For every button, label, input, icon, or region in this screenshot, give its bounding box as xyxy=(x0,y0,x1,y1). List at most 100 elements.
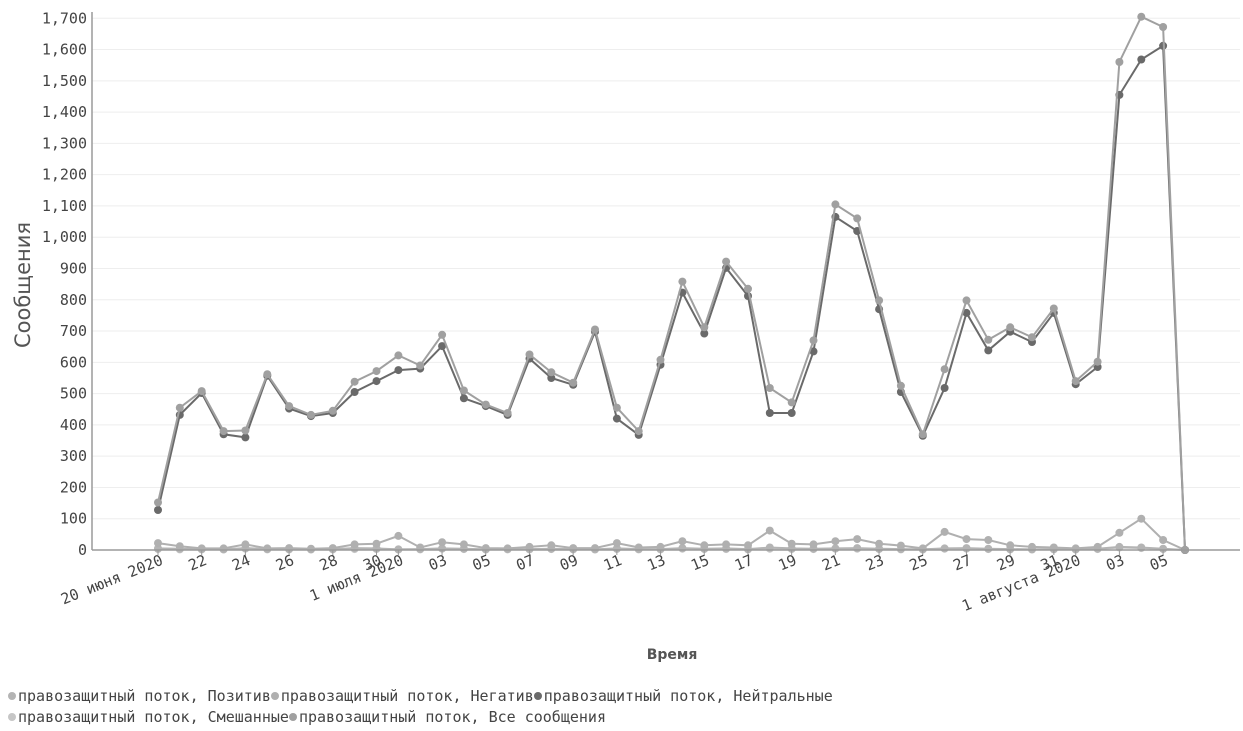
data-point xyxy=(678,537,687,546)
data-point xyxy=(984,544,993,553)
data-point xyxy=(940,527,949,536)
data-point xyxy=(547,541,556,550)
data-point xyxy=(241,426,250,435)
data-point xyxy=(525,542,534,551)
y-tick-label: 200 xyxy=(60,478,87,496)
data-point xyxy=(700,329,709,338)
legend-marker xyxy=(533,692,542,700)
data-point xyxy=(175,542,184,551)
data-point xyxy=(875,296,884,305)
x-tick-label: 05 xyxy=(1147,551,1170,574)
legend-item[interactable]: правозащитный поток, Позитив xyxy=(8,687,271,705)
y-tick-label: 0 xyxy=(78,541,87,559)
data-point xyxy=(612,539,621,548)
legend-marker xyxy=(288,713,297,721)
x-tick-label: 03 xyxy=(426,551,449,574)
data-point xyxy=(809,336,818,345)
data-point xyxy=(481,400,490,409)
data-point xyxy=(744,284,752,293)
data-point xyxy=(1115,542,1124,551)
data-point xyxy=(503,544,512,553)
data-point xyxy=(241,540,250,549)
x-tick-label: 30 xyxy=(361,551,384,574)
y-tick-label: 1,100 xyxy=(42,197,87,215)
data-point xyxy=(765,526,774,535)
legend-item[interactable]: правозащитный поток, Смешанные xyxy=(8,708,289,726)
data-point xyxy=(962,296,971,305)
data-point xyxy=(1093,542,1102,551)
legend-item[interactable]: правозащитный поток, Все сообщения xyxy=(288,708,606,726)
data-point xyxy=(875,539,884,548)
data-point xyxy=(328,406,337,415)
data-point xyxy=(1115,528,1124,537)
data-point xyxy=(394,351,403,360)
y-tick-label: 1,500 xyxy=(42,72,87,90)
data-point xyxy=(241,433,250,442)
data-point xyxy=(154,498,162,507)
x-tick-labels: 20 июня 2020 22 24 26 28 301 июля 2020 03 05 07 0… xyxy=(58,550,1171,615)
x-tick-label: 15 xyxy=(688,551,711,574)
data-point xyxy=(1093,357,1102,366)
data-point xyxy=(263,370,272,379)
data-point xyxy=(700,323,709,332)
y-tick-label: 1,300 xyxy=(42,134,87,152)
series-line xyxy=(157,44,1186,551)
series-line xyxy=(157,15,1186,551)
data-point xyxy=(787,539,796,548)
x-axis-title: Время xyxy=(647,647,698,663)
data-point xyxy=(459,386,468,395)
data-point xyxy=(591,544,599,553)
data-point xyxy=(896,381,905,390)
x-tick-label: 17 xyxy=(732,551,755,574)
data-point xyxy=(831,200,840,209)
x-tick-label: 09 xyxy=(557,551,580,574)
data-point xyxy=(765,384,774,392)
data-point xyxy=(1028,333,1036,342)
data-point xyxy=(984,346,993,355)
data-point xyxy=(503,409,512,417)
y-tick-label: 1,700 xyxy=(42,9,87,27)
data-point xyxy=(219,427,228,436)
data-point xyxy=(416,361,425,370)
data-point xyxy=(175,403,184,412)
y-tick-labels: 0 100 200 300 400 500 600 700 800 900 1,000 1,100 1,… xyxy=(42,9,87,559)
data-point xyxy=(350,377,359,386)
data-point xyxy=(307,544,315,553)
x-tick-label: 23 xyxy=(863,551,886,574)
data-point xyxy=(940,365,949,374)
series-3 xyxy=(154,41,1189,554)
x-tick-label: 19 xyxy=(776,551,799,574)
data-point xyxy=(853,214,862,223)
x-tick-label: 21 xyxy=(819,551,842,574)
series-layer xyxy=(154,12,1189,554)
legend-item[interactable]: правозащитный поток, Нейтральные xyxy=(533,687,833,705)
series-5 xyxy=(154,12,1189,554)
y-tick-label: 600 xyxy=(60,353,87,371)
legend-marker xyxy=(270,692,279,700)
x-tick-label: 22 xyxy=(186,551,209,574)
x-tick-label: 27 xyxy=(950,551,973,574)
data-point xyxy=(700,541,709,550)
x-tick-label: 1 августа 2020 xyxy=(959,551,1083,615)
x-tick-label: 03 xyxy=(1103,551,1126,574)
x-tick-label: 11 xyxy=(601,551,624,574)
data-point xyxy=(263,544,272,553)
data-point xyxy=(634,427,643,436)
data-point xyxy=(831,537,840,546)
legend-item[interactable]: правозащитный поток, Негатив xyxy=(270,687,534,705)
data-point xyxy=(962,308,971,317)
data-point xyxy=(394,531,403,540)
x-tick-label: 05 xyxy=(470,551,493,574)
x-tick-label: 13 xyxy=(645,551,668,574)
y-tick-label: 400 xyxy=(60,416,87,434)
legend-marker xyxy=(8,692,16,700)
y-tick-label: 900 xyxy=(60,259,87,277)
data-point xyxy=(350,388,359,396)
legend: правозащитный поток, Позитив правозащитны… xyxy=(8,686,833,728)
data-point xyxy=(853,535,862,544)
data-point xyxy=(350,540,359,549)
data-point xyxy=(853,544,862,553)
legend-label: правозащитный поток, Смешанные xyxy=(18,708,289,726)
x-tick-label: 28 xyxy=(317,551,340,574)
data-point xyxy=(372,539,381,548)
